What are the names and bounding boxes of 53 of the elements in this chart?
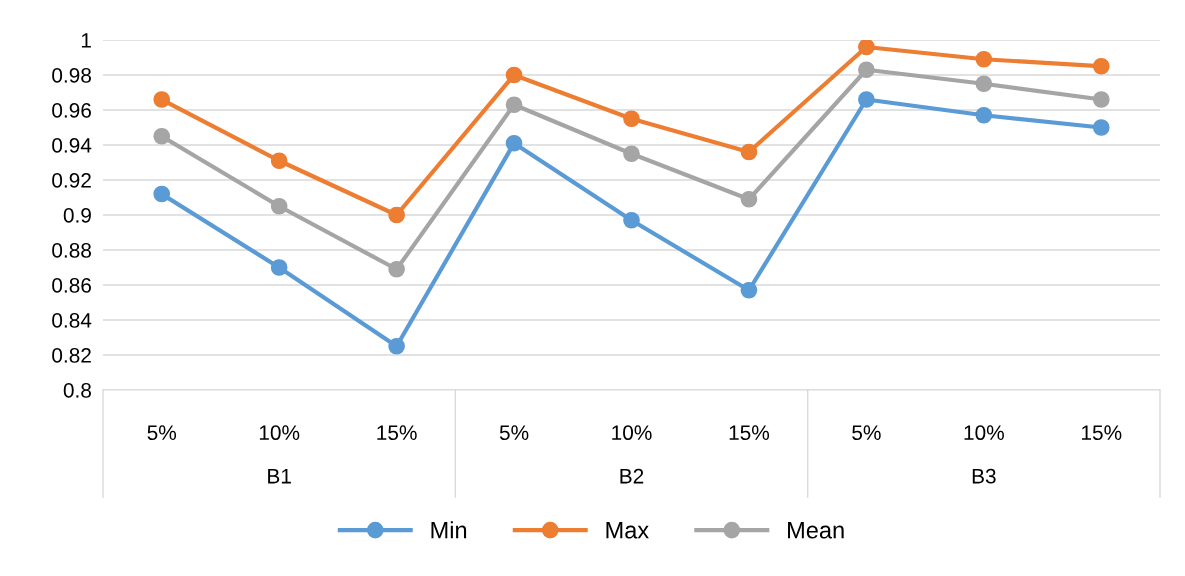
point <box>1092 119 1110 136</box>
text: B3 <box>972 468 996 484</box>
point <box>270 259 288 276</box>
point <box>623 110 640 128</box>
point <box>740 190 758 208</box>
x-tick-label: 15% <box>377 425 417 441</box>
y-tick-label: 0.94 <box>52 138 92 153</box>
y-tick-label: 0.84 <box>52 313 92 328</box>
y-tick-label: 0.92 <box>52 173 91 188</box>
point <box>505 134 523 152</box>
point <box>975 50 993 68</box>
point <box>270 152 288 170</box>
x-tick-label: 10% <box>259 425 300 441</box>
point <box>388 337 405 355</box>
x-tick-label: 15% <box>1082 425 1122 441</box>
x-tick-label: 15% <box>729 425 770 441</box>
point <box>623 145 640 163</box>
point <box>858 91 875 108</box>
point <box>388 206 405 224</box>
y-tick-label: 0.9 <box>63 208 91 223</box>
point <box>505 66 523 84</box>
point <box>858 61 875 79</box>
y-tick-label: 0.98 <box>52 68 91 83</box>
point <box>975 106 993 124</box>
y-tick-label: 0.88 <box>52 243 91 258</box>
x-tick-label: 5% <box>852 425 881 441</box>
point <box>1092 57 1110 75</box>
y-tick-label: 0.82 <box>52 348 91 363</box>
point <box>388 260 405 278</box>
point <box>1092 91 1110 108</box>
point <box>153 185 171 203</box>
y-tick-label: 0.8 <box>63 383 91 398</box>
y-tick-label: 0.86 <box>52 278 91 293</box>
x-tick-label: 10% <box>964 425 1004 441</box>
legend-label: Mean <box>788 522 844 539</box>
x-tick-label: 5% <box>147 425 177 441</box>
point <box>270 197 288 215</box>
x-tick-label: 10% <box>612 425 652 441</box>
point <box>975 75 993 93</box>
text: B2 <box>620 468 644 484</box>
point <box>740 281 758 299</box>
point <box>153 127 171 145</box>
x-tick-label: 5% <box>499 425 529 441</box>
legend-label: Min <box>431 521 467 539</box>
legend-label: Max <box>606 522 649 539</box>
point <box>623 211 640 229</box>
point <box>153 91 171 108</box>
y-tick-label: 1 <box>81 33 91 48</box>
point <box>858 40 875 56</box>
text: B1 <box>268 469 291 484</box>
point <box>740 143 758 161</box>
y-tick-label: 0.96 <box>52 103 91 118</box>
point <box>505 96 523 114</box>
